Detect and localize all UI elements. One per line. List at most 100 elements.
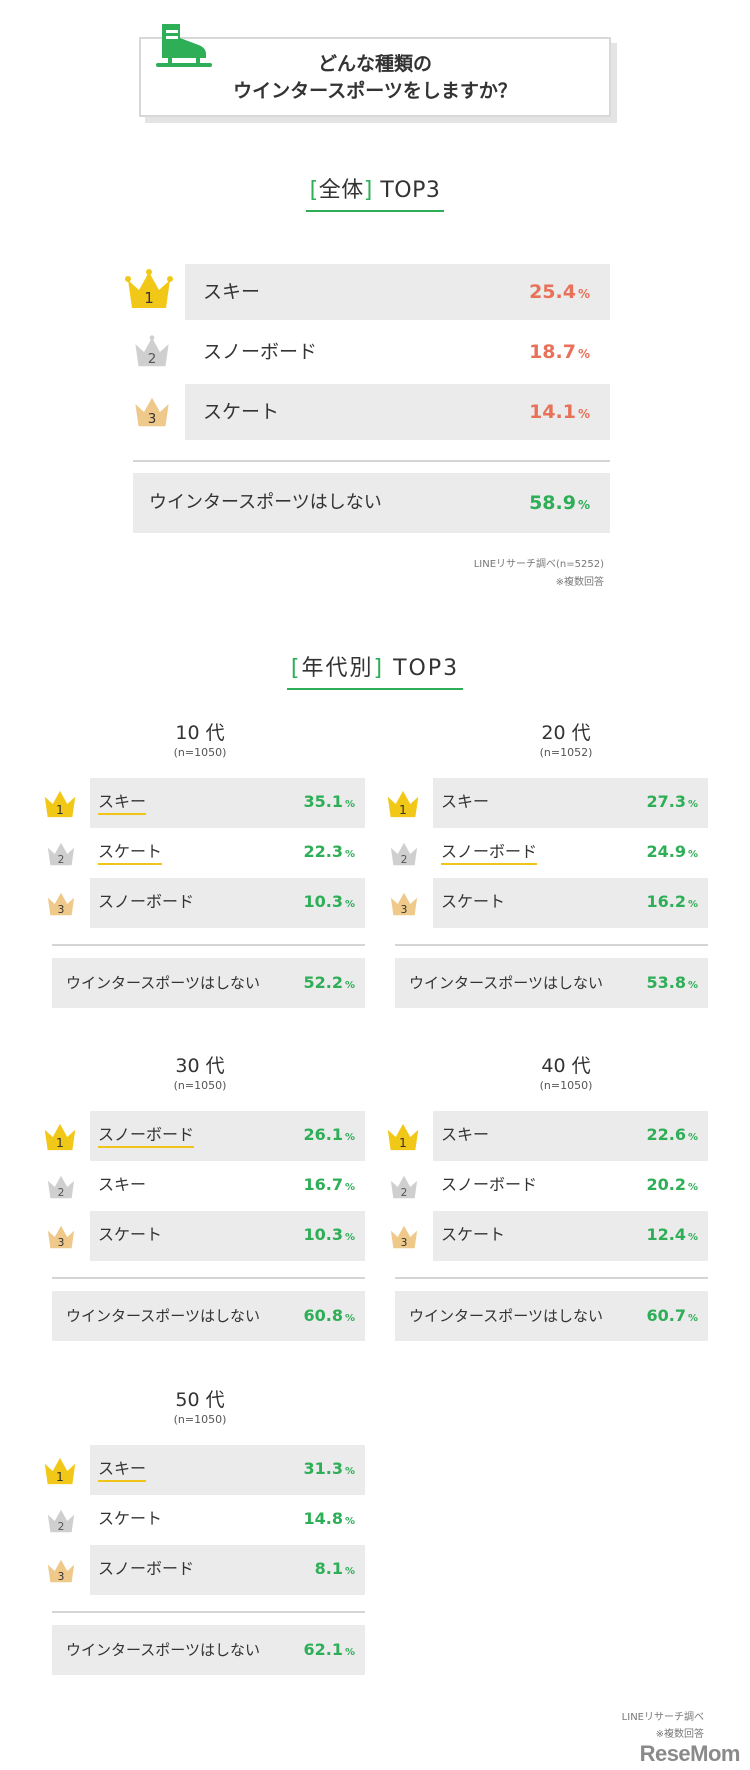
panel-title: 30 代 (n=1050) xyxy=(135,1051,265,1092)
percent-value: 25.4% xyxy=(529,281,590,303)
overall-note: ※複数回答 xyxy=(555,577,604,588)
sport-label: スキー xyxy=(98,1445,147,1493)
percent-value: 31.3% xyxy=(303,1459,355,1478)
age-panel-10s: 10 代 (n=1050) 1 スキー 35.1% 2 スケート 22.3% 3… xyxy=(40,718,365,1018)
title-line-1: どんな種類の xyxy=(317,53,432,75)
row-background xyxy=(185,384,610,440)
row-background xyxy=(433,1111,708,1161)
sport-label: スケート xyxy=(98,1509,163,1528)
svg-text:2: 2 xyxy=(148,352,157,367)
title-card: どんな種類の ウインタースポーツをしますか？ xyxy=(139,37,611,117)
rank-row-1: 1 スキー 31.3% xyxy=(40,1445,365,1495)
sample-size: (n=1050) xyxy=(173,1413,227,1426)
none-row: ウインタースポーツはしない 53.8% xyxy=(395,958,708,1008)
rank-row-2: 2 スケート 14.8% xyxy=(40,1495,365,1545)
rank-row-1: 1 スキー 22.6% xyxy=(383,1111,708,1161)
row-background xyxy=(433,1211,708,1261)
sport-label: スキー xyxy=(441,1125,490,1144)
row-background xyxy=(90,1211,365,1261)
bronze-crown-icon: 3 xyxy=(47,892,75,916)
panel-title: 10 代 (n=1050) xyxy=(135,718,265,759)
rank-row-3: 3 スケート 12.4% xyxy=(383,1211,708,1261)
rank-row-3: 3 スノーボード 8.1% xyxy=(40,1545,365,1595)
sample-size: (n=1052) xyxy=(539,746,593,759)
svg-text:3: 3 xyxy=(401,903,408,916)
footer-note: ※複数回答 xyxy=(655,1729,704,1740)
none-label: ウインタースポーツはしない xyxy=(149,492,382,513)
row-background xyxy=(433,778,708,828)
svg-text:3: 3 xyxy=(148,412,157,427)
none-label: ウインタースポーツはしない xyxy=(66,974,260,992)
percent-value: 20.2% xyxy=(646,1175,698,1194)
sample-size: (n=1050) xyxy=(173,746,227,759)
svg-text:3: 3 xyxy=(58,1570,65,1583)
overall-heading: [全体] TOP3 xyxy=(0,172,750,212)
ice-skate-icon xyxy=(156,24,212,67)
divider xyxy=(133,460,610,462)
svg-text:1: 1 xyxy=(56,1136,64,1150)
svg-text:3: 3 xyxy=(58,1236,65,1249)
percent-value: 18.7% xyxy=(529,341,590,363)
sport-label: スキー xyxy=(98,778,147,826)
svg-text:2: 2 xyxy=(401,1186,408,1199)
age-label: 30 代 xyxy=(175,1055,225,1077)
sample-size: (n=1050) xyxy=(173,1079,227,1092)
sport-label: スノーボード xyxy=(441,1175,538,1194)
rank-row-1: 1 スキー 27.3% xyxy=(383,778,708,828)
panel-title: 40 代 (n=1050) xyxy=(501,1051,631,1092)
svg-text:1: 1 xyxy=(56,803,64,817)
row-background xyxy=(90,778,365,828)
none-value: 60.7% xyxy=(646,1306,698,1325)
percent-value: 12.4% xyxy=(646,1225,698,1244)
row-background xyxy=(90,1545,365,1595)
svg-text:1: 1 xyxy=(56,1470,64,1484)
age-label: 10 代 xyxy=(175,722,225,744)
none-label: ウインタースポーツはしない xyxy=(409,974,603,992)
none-row: ウインタースポーツはしない 60.8% xyxy=(52,1291,365,1341)
bronze-crown-icon: 3 xyxy=(47,1559,75,1583)
rank-row-1: 1 スノーボード 26.1% xyxy=(40,1111,365,1161)
age-panel-50s: 50 代 (n=1050) 1 スキー 31.3% 2 スケート 14.8% 3… xyxy=(40,1385,365,1685)
none-label: ウインタースポーツはしない xyxy=(66,1307,260,1325)
percent-value: 16.7% xyxy=(303,1175,355,1194)
none-row: ウインタースポーツはしない 62.1% xyxy=(52,1625,365,1675)
row-background xyxy=(433,878,708,928)
age-panel-20s: 20 代 (n=1052) 1 スキー 27.3% 2 スノーボード 24.9%… xyxy=(383,718,708,1018)
sample-size: (n=1050) xyxy=(539,1079,593,1092)
sport-label: スキー xyxy=(98,1175,147,1194)
none-row: ウインタースポーツはしない 52.2% xyxy=(52,958,365,1008)
gold-crown-icon: 1 xyxy=(44,1457,76,1484)
bronze-crown-icon: 3 xyxy=(390,892,418,916)
bronze-crown-icon: 3 xyxy=(390,1225,418,1249)
svg-text:2: 2 xyxy=(58,1186,65,1199)
sport-label: スノーボード xyxy=(98,1111,195,1159)
sport-label: スケート xyxy=(98,828,163,876)
silver-crown-icon: 2 xyxy=(47,842,75,866)
rank-row-2: 2 スノーボード 24.9% xyxy=(383,828,708,878)
svg-text:2: 2 xyxy=(401,853,408,866)
silver-crown-icon: 2 xyxy=(47,1175,75,1199)
divider xyxy=(52,1611,365,1613)
sport-label: スケート xyxy=(98,1225,163,1244)
sport-label: スケート xyxy=(441,892,506,911)
rank-row-2: 2 スノーボード 20.2% xyxy=(383,1161,708,1211)
percent-value: 24.9% xyxy=(646,842,698,861)
none-value: 52.2% xyxy=(303,973,355,992)
bronze-crown-icon: 3 xyxy=(47,1225,75,1249)
percent-value: 16.2% xyxy=(646,892,698,911)
svg-text:2: 2 xyxy=(58,853,65,866)
by-age-heading: [年代別] TOP3 xyxy=(0,650,750,690)
percent-value: 10.3% xyxy=(303,1225,355,1244)
sport-label: スノーボード xyxy=(203,341,318,363)
none-value: 53.8% xyxy=(646,973,698,992)
row-background xyxy=(90,878,365,928)
overall-none-row: ウインタースポーツはしない 58.9% xyxy=(133,473,610,533)
overall-ranking: 1 スキー 25.4% 2 スノーボード 18.7% 3 スケート 14.1% xyxy=(125,262,610,442)
rank-row-2: 2 スキー 16.7% xyxy=(40,1161,365,1211)
percent-value: 10.3% xyxy=(303,892,355,911)
bronze-crown-icon: 3 xyxy=(135,397,169,427)
divider xyxy=(52,944,365,946)
silver-crown-icon: 2 xyxy=(390,842,418,866)
percent-value: 14.8% xyxy=(303,1509,355,1528)
age-label: 40 代 xyxy=(541,1055,591,1077)
